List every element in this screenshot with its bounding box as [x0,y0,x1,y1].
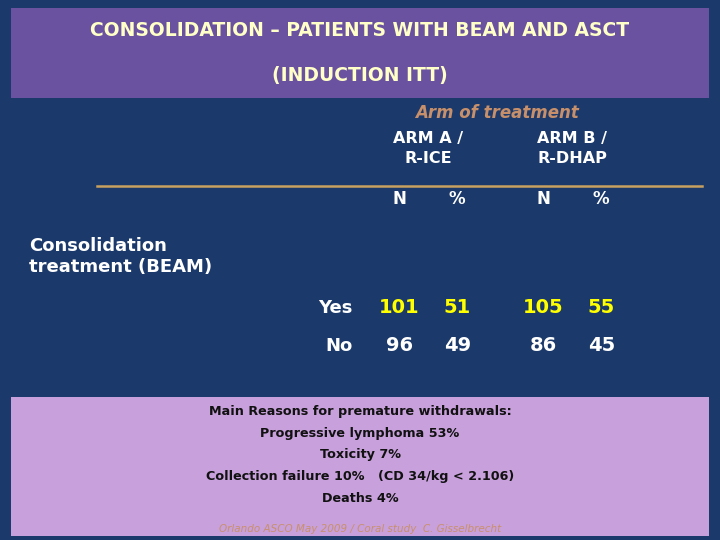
Text: Toxicity 7%: Toxicity 7% [320,448,400,462]
Text: Consolidation: Consolidation [29,237,166,255]
Text: Deaths 4%: Deaths 4% [322,491,398,505]
Text: 105: 105 [523,298,564,318]
FancyBboxPatch shape [11,8,709,98]
Text: Orlando ASCO May 2009 / Coral study  C. Gisselbrecht: Orlando ASCO May 2009 / Coral study C. G… [219,524,501,534]
Text: Arm of treatment: Arm of treatment [415,104,579,123]
Text: 45: 45 [588,336,615,355]
Text: ARM A /
R-ICE: ARM A / R-ICE [393,131,464,166]
Text: 49: 49 [444,336,471,355]
Text: 86: 86 [530,336,557,355]
Text: 101: 101 [379,298,420,318]
Text: No: No [325,336,353,355]
Text: 51: 51 [444,298,471,318]
Text: Main Reasons for premature withdrawals:: Main Reasons for premature withdrawals: [209,405,511,418]
Text: ARM B /
R-DHAP: ARM B / R-DHAP [537,131,608,166]
Text: N: N [536,190,551,208]
Text: (INDUCTION ITT): (INDUCTION ITT) [272,66,448,85]
Text: 96: 96 [386,336,413,355]
Text: 55: 55 [588,298,615,318]
Text: Progressive lymphoma 53%: Progressive lymphoma 53% [261,427,459,440]
Text: treatment (BEAM): treatment (BEAM) [29,258,212,276]
Text: Collection failure 10%   (CD 34/kg < 2.106): Collection failure 10% (CD 34/kg < 2.106… [206,470,514,483]
Text: N: N [392,190,407,208]
Text: CONSOLIDATION – PATIENTS WITH BEAM AND ASCT: CONSOLIDATION – PATIENTS WITH BEAM AND A… [91,21,629,40]
Text: %: % [449,190,466,208]
FancyBboxPatch shape [11,397,709,536]
Text: %: % [593,190,610,208]
Text: Yes: Yes [318,299,353,317]
